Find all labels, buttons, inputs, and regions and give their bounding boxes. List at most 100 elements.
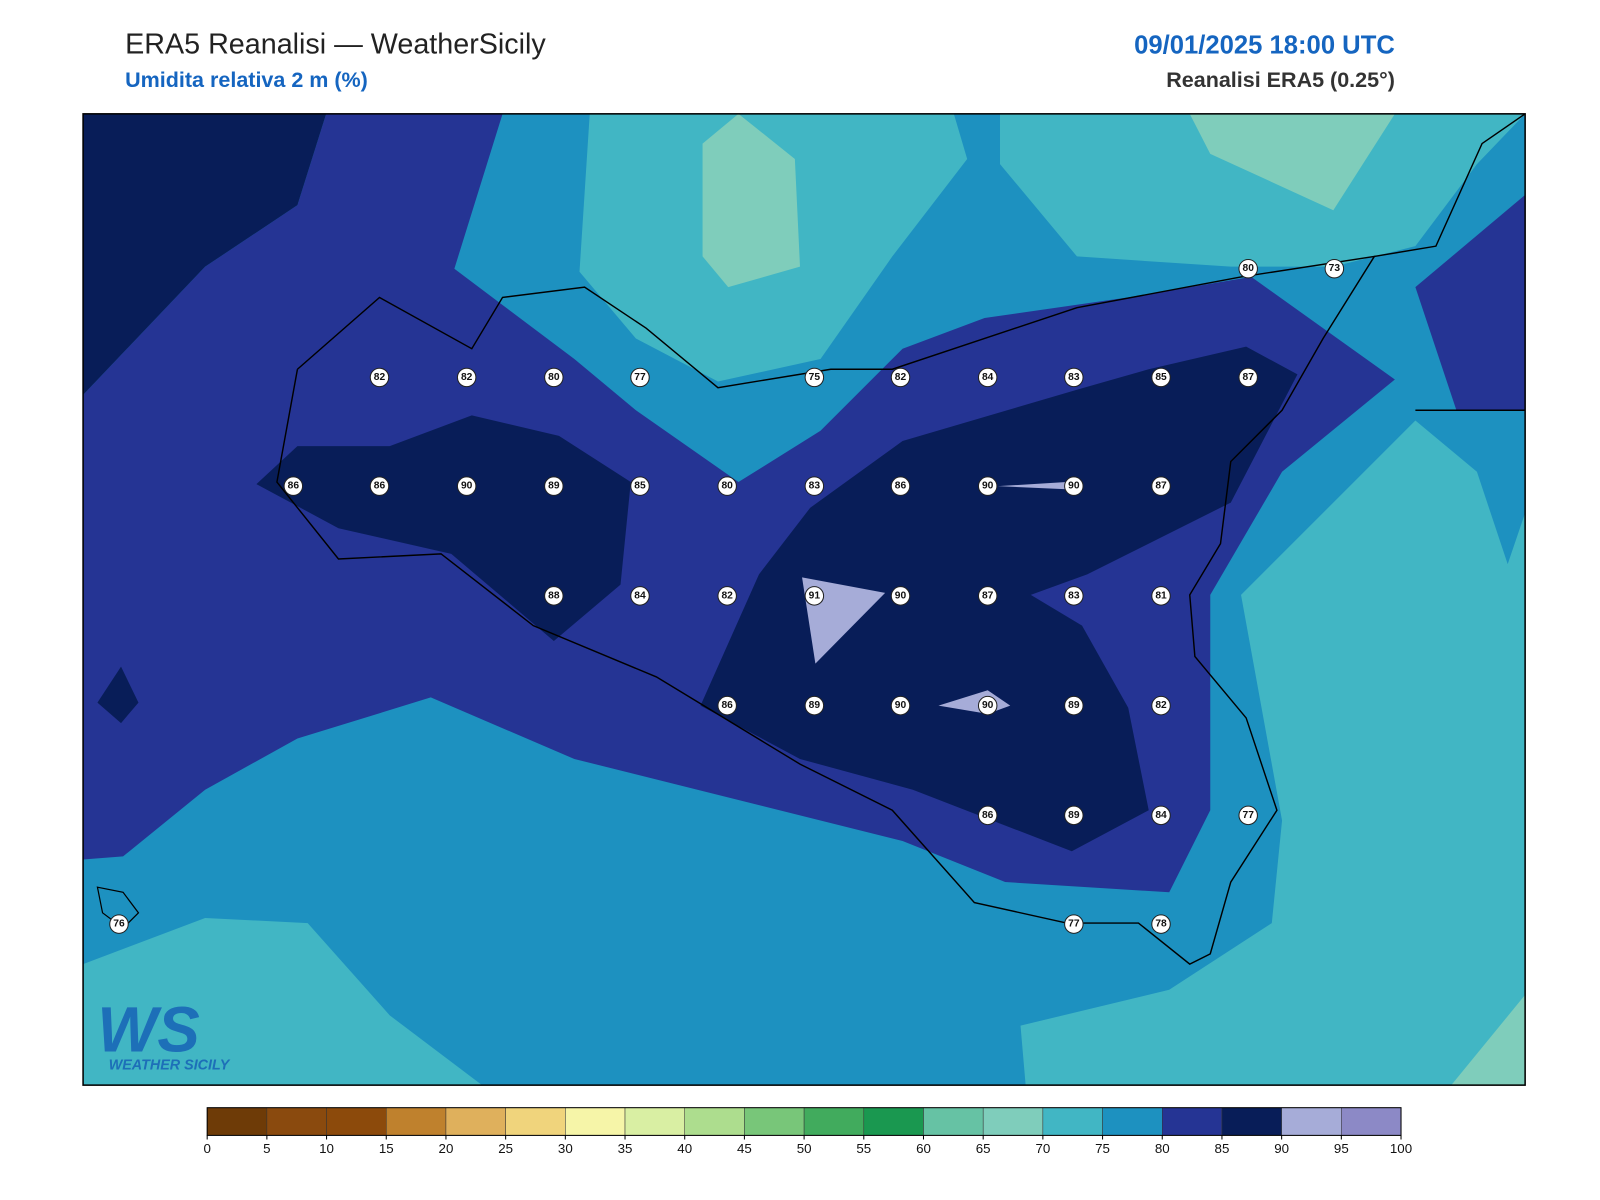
colorbar-segment	[326, 1107, 387, 1136]
colorbar-segment	[923, 1107, 984, 1136]
station-value: 90	[461, 481, 473, 492]
colorbar-segment	[1281, 1107, 1342, 1136]
station-marker	[630, 586, 650, 606]
station-marker	[1151, 695, 1171, 716]
station-marker	[1238, 805, 1258, 826]
colorbar: 0 5 10 15 20 25 30 35 40 45 50 55 60 65 70 75 80 85 90 95 10…	[203, 1107, 1412, 1156]
source: Reanalisi ERA5 (0.25°)	[1166, 68, 1395, 92]
station-marker	[977, 695, 998, 716]
station-marker	[109, 914, 129, 934]
station-value: 82	[895, 372, 907, 383]
colorbar-segment	[386, 1107, 447, 1136]
station-value: 87	[1155, 481, 1167, 492]
colorbar-tick-label: 95	[1334, 1141, 1349, 1156]
station-marker	[630, 367, 650, 388]
colorbar-segment	[445, 1107, 506, 1136]
colorbar-tick-label: 20	[439, 1141, 454, 1156]
station-marker	[804, 476, 825, 496]
station-value: 90	[982, 481, 994, 492]
station-marker	[1151, 367, 1171, 388]
station-value: 86	[895, 481, 907, 492]
station-marker	[1151, 586, 1171, 606]
station-value: 76	[113, 919, 125, 930]
station-value: 84	[1155, 810, 1167, 821]
station-marker	[456, 367, 477, 388]
station-value: 82	[461, 372, 473, 383]
colorbar-segment	[982, 1107, 1044, 1136]
colorbar-segment	[1102, 1107, 1163, 1136]
station-marker	[717, 695, 737, 716]
colorbar-tick-label: 75	[1095, 1141, 1110, 1156]
station-marker	[890, 367, 911, 388]
station-marker	[544, 367, 564, 388]
colorbar-tick-label: 90	[1274, 1141, 1289, 1156]
station-value: 84	[982, 372, 994, 383]
station-marker	[890, 586, 911, 606]
station-marker	[977, 805, 998, 826]
station-value: 81	[1155, 590, 1167, 601]
colorbar-segment	[505, 1107, 566, 1136]
station-marker	[283, 476, 304, 496]
station-value: 80	[1243, 263, 1255, 274]
colorbar-tick-label: 70	[1035, 1141, 1050, 1156]
station-value: 82	[1155, 700, 1167, 711]
station-marker	[977, 586, 998, 606]
colorbar-segment	[1221, 1107, 1282, 1136]
logo-name: WEATHER SICILY	[109, 1058, 231, 1074]
station-marker	[977, 476, 998, 496]
stations: 82 82 80 77 75 82 84 83 85 87 80 73 86 86 90 89 85 80 83 86…	[109, 258, 1345, 934]
station-value: 77	[634, 372, 646, 383]
station-value: 77	[1243, 810, 1255, 821]
station-value: 86	[721, 700, 733, 711]
colorbar-tick-label: 60	[916, 1141, 931, 1156]
colorbar-tick-label: 65	[976, 1141, 991, 1156]
station-marker	[804, 695, 825, 716]
station-value: 89	[548, 481, 560, 492]
station-marker	[804, 367, 825, 388]
colorbar-segment	[565, 1107, 626, 1136]
colorbar-segment	[266, 1107, 327, 1136]
title: ERA5 Reanalisi — WeatherSicily	[125, 28, 546, 60]
station-marker	[544, 586, 564, 606]
colorbar-tick-label: 0	[203, 1141, 210, 1156]
station-marker	[369, 476, 390, 496]
station-value: 83	[1068, 590, 1080, 601]
station-value: 85	[1155, 372, 1167, 383]
station-marker	[369, 367, 390, 388]
station-marker	[1064, 695, 1084, 716]
station-value: 83	[809, 481, 821, 492]
station-marker	[1151, 476, 1171, 496]
station-marker	[456, 476, 477, 496]
datetime: 09/01/2025 18:00 UTC	[1134, 31, 1395, 59]
station-marker	[890, 695, 911, 716]
station-marker	[977, 367, 998, 388]
station-marker	[1238, 367, 1258, 388]
station-value: 91	[809, 590, 821, 601]
station-value: 80	[548, 372, 560, 383]
contour-fill	[83, 113, 1526, 1086]
station-value: 89	[1068, 810, 1080, 821]
station-marker	[1064, 805, 1084, 826]
station-value: 90	[982, 700, 994, 711]
station-value: 82	[374, 372, 386, 383]
colorbar-segment	[744, 1107, 805, 1136]
station-value: 89	[809, 700, 821, 711]
station-value: 83	[1068, 372, 1080, 383]
colorbar-tick-label: 35	[618, 1141, 633, 1156]
station-marker	[1151, 805, 1171, 826]
colorbar-segment	[803, 1107, 865, 1136]
colorbar-tick-label: 45	[737, 1141, 752, 1156]
station-value: 86	[374, 481, 386, 492]
station-value: 82	[721, 590, 733, 601]
station-value: 90	[1068, 481, 1080, 492]
colorbar-segment	[1341, 1107, 1402, 1136]
station-marker	[544, 476, 564, 496]
map-frame	[82, 113, 1526, 1086]
logo-mark: WS	[97, 994, 199, 1065]
station-marker	[1151, 914, 1171, 934]
colorbar-tick-label: 5	[263, 1141, 270, 1156]
station-marker	[630, 476, 650, 496]
colorbar-tick-label: 10	[319, 1141, 334, 1156]
colorbar-tick-label: 15	[379, 1141, 394, 1156]
